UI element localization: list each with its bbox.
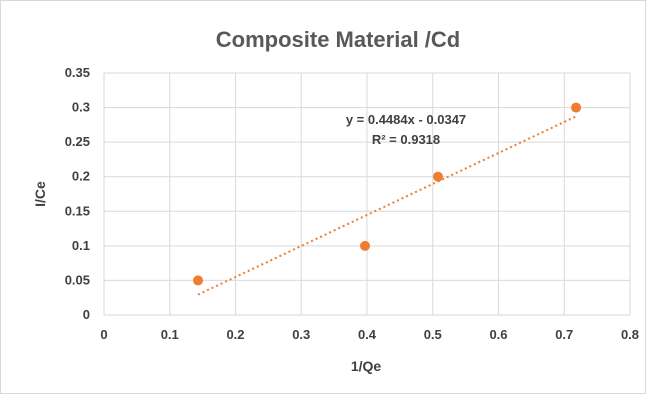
x-tick-label: 0.3 [292, 327, 310, 342]
chart-title: Composite Material /Cd [216, 27, 460, 52]
y-tick-label: 0 [83, 307, 90, 322]
trendline-r2: R² = 0.9318 [372, 132, 440, 147]
y-tick-label: 0.35 [65, 65, 90, 80]
x-tick-label: 0.6 [489, 327, 507, 342]
x-tick-label: 0.5 [424, 327, 442, 342]
x-tick-label: 0.8 [621, 327, 639, 342]
y-tick-label: 0.3 [72, 100, 90, 115]
x-tick-label: 0 [100, 327, 107, 342]
trendline-equation: y = 0.4484x - 0.0347 [346, 112, 466, 127]
y-tick-label: 0.05 [65, 272, 90, 287]
x-tick-label: 0.2 [226, 327, 244, 342]
grid-lines [103, 72, 631, 316]
x-tick-label: 0.4 [358, 327, 377, 342]
y-tick-label: 0.25 [65, 134, 90, 149]
y-axis-label: I/Ce [32, 181, 48, 207]
x-axis-label: 1/Qe [351, 358, 382, 374]
data-point [571, 102, 582, 113]
y-tick-label: 0.2 [72, 169, 90, 184]
y-tick-label: 0.1 [72, 238, 90, 253]
data-point [360, 240, 371, 251]
data-point [193, 275, 204, 286]
tick-labels: 0 0.1 0.2 0.3 0.4 0.5 0.6 0.7 0.8 0 0.05 0.1 0.15 0.2… [65, 65, 639, 342]
x-tick-label: 0.7 [555, 327, 573, 342]
y-tick-label: 0.15 [65, 203, 90, 218]
data-points [193, 102, 582, 286]
x-tick-label: 0.1 [161, 327, 179, 342]
data-point [433, 171, 444, 182]
